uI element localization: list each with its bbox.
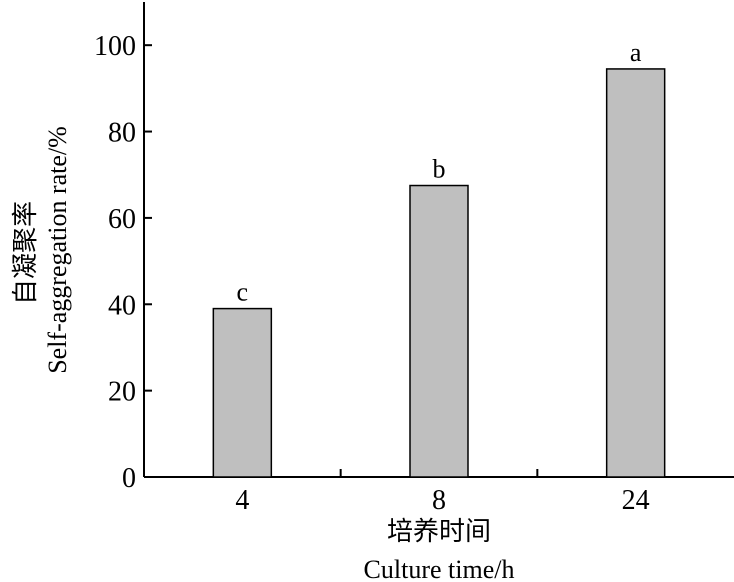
bar [212,307,273,478]
y-axis-title: 自凝聚率 Self-aggregation rate/% [11,126,72,374]
significance-label: a [630,38,642,67]
bar [605,68,666,478]
y-tick-label: 60 [108,204,136,235]
y-tick-label: 20 [108,377,136,408]
bars [212,68,666,478]
x-tick-label: 8 [432,485,446,516]
plot-area: 0 20 40 60 80 100 4 8 24 c b a [94,2,734,516]
significance-label: b [433,155,446,184]
y-axis-title-en: Self-aggregation rate/% [43,126,72,374]
y-ticks: 0 20 40 60 80 100 [94,31,152,494]
bar [409,184,469,478]
y-tick-label: 80 [108,118,136,149]
y-tick-label: 0 [122,463,136,494]
x-tick-label: 4 [235,485,249,516]
x-axis-title: 培养时间 Culture time/h [364,517,515,582]
x-axis-title-cn: 培养时间 [387,517,491,547]
x-axis-title-en: Culture time/h [364,555,515,582]
x-ticks: 4 8 24 [235,469,650,516]
x-tick-label: 24 [622,485,650,516]
y-axis-title-cn: 自凝聚率 [11,201,41,305]
significance-labels: c b a [237,38,642,307]
y-tick-label: 40 [108,290,136,321]
y-tick-label: 100 [94,31,136,62]
significance-label: c [237,278,249,307]
